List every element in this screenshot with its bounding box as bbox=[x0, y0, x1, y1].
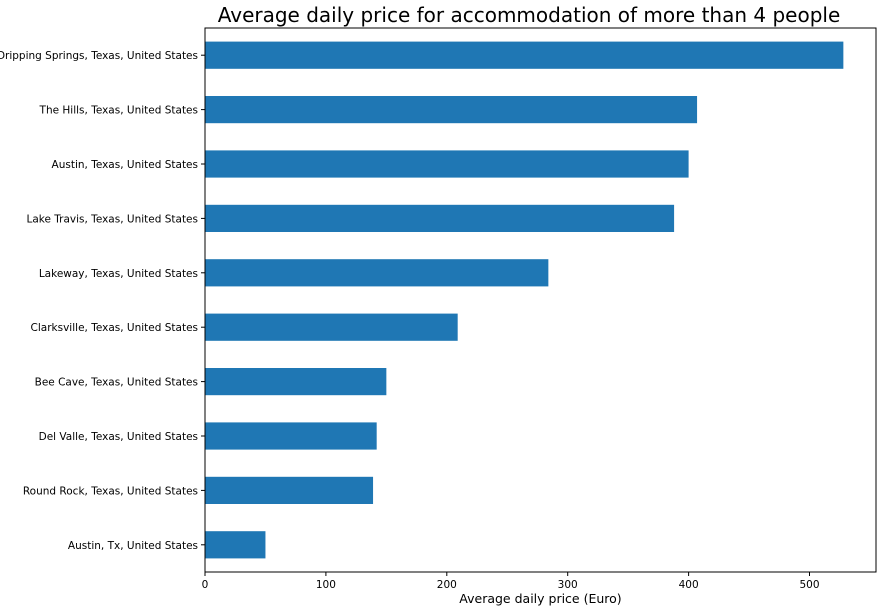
plot-frame bbox=[204, 27, 877, 573]
bar-7 bbox=[205, 422, 377, 450]
bar-8 bbox=[205, 476, 374, 504]
y-tick-label-9: Austin, Tx, United States bbox=[68, 540, 198, 552]
y-tick-label-8: Round Rock, Texas, United States bbox=[23, 485, 198, 497]
bar-1 bbox=[205, 96, 698, 124]
y-tick-label-6: Bee Cave, Texas, United States bbox=[35, 377, 198, 389]
x-tick-label-5: 500 bbox=[799, 579, 819, 591]
bar-0 bbox=[205, 41, 844, 69]
bars-group bbox=[205, 41, 844, 559]
y-tick-label-0: Dripping Springs, Texas, United States bbox=[0, 50, 198, 62]
bar-5 bbox=[205, 313, 458, 341]
x-tick-label-3: 300 bbox=[558, 579, 578, 591]
y-tick-label-1: The Hills, Texas, United States bbox=[39, 105, 198, 117]
y-tick-label-7: Del Valle, Texas, United States bbox=[39, 431, 198, 443]
y-tick-label-3: Lake Travis, Texas, United States bbox=[27, 213, 199, 225]
x-tick-label-0: 0 bbox=[202, 579, 209, 591]
bar-9 bbox=[205, 531, 266, 559]
x-tick-label-1: 100 bbox=[316, 579, 336, 591]
y-tick-label-5: Clarksville, Texas, United States bbox=[31, 322, 198, 334]
x-tick-label-2: 200 bbox=[437, 579, 457, 591]
x-axis-label: Average daily price (Euro) bbox=[459, 591, 621, 606]
x-tick-label-4: 400 bbox=[679, 579, 699, 591]
y-axis-ticks: Dripping Springs, Texas, United States Th… bbox=[0, 50, 205, 552]
y-tick-label-4: Lakeway, Texas, United States bbox=[39, 268, 198, 280]
y-tick-label-2: Austin, Texas, United States bbox=[52, 159, 198, 171]
bar-3 bbox=[205, 204, 675, 232]
chart-title: Average daily price for accommodation of… bbox=[218, 3, 841, 27]
bar-6 bbox=[205, 368, 387, 396]
bar-4 bbox=[205, 259, 549, 287]
bar-2 bbox=[205, 150, 689, 178]
x-axis-ticks: 0 100 200 300 400 500 bbox=[202, 572, 820, 591]
